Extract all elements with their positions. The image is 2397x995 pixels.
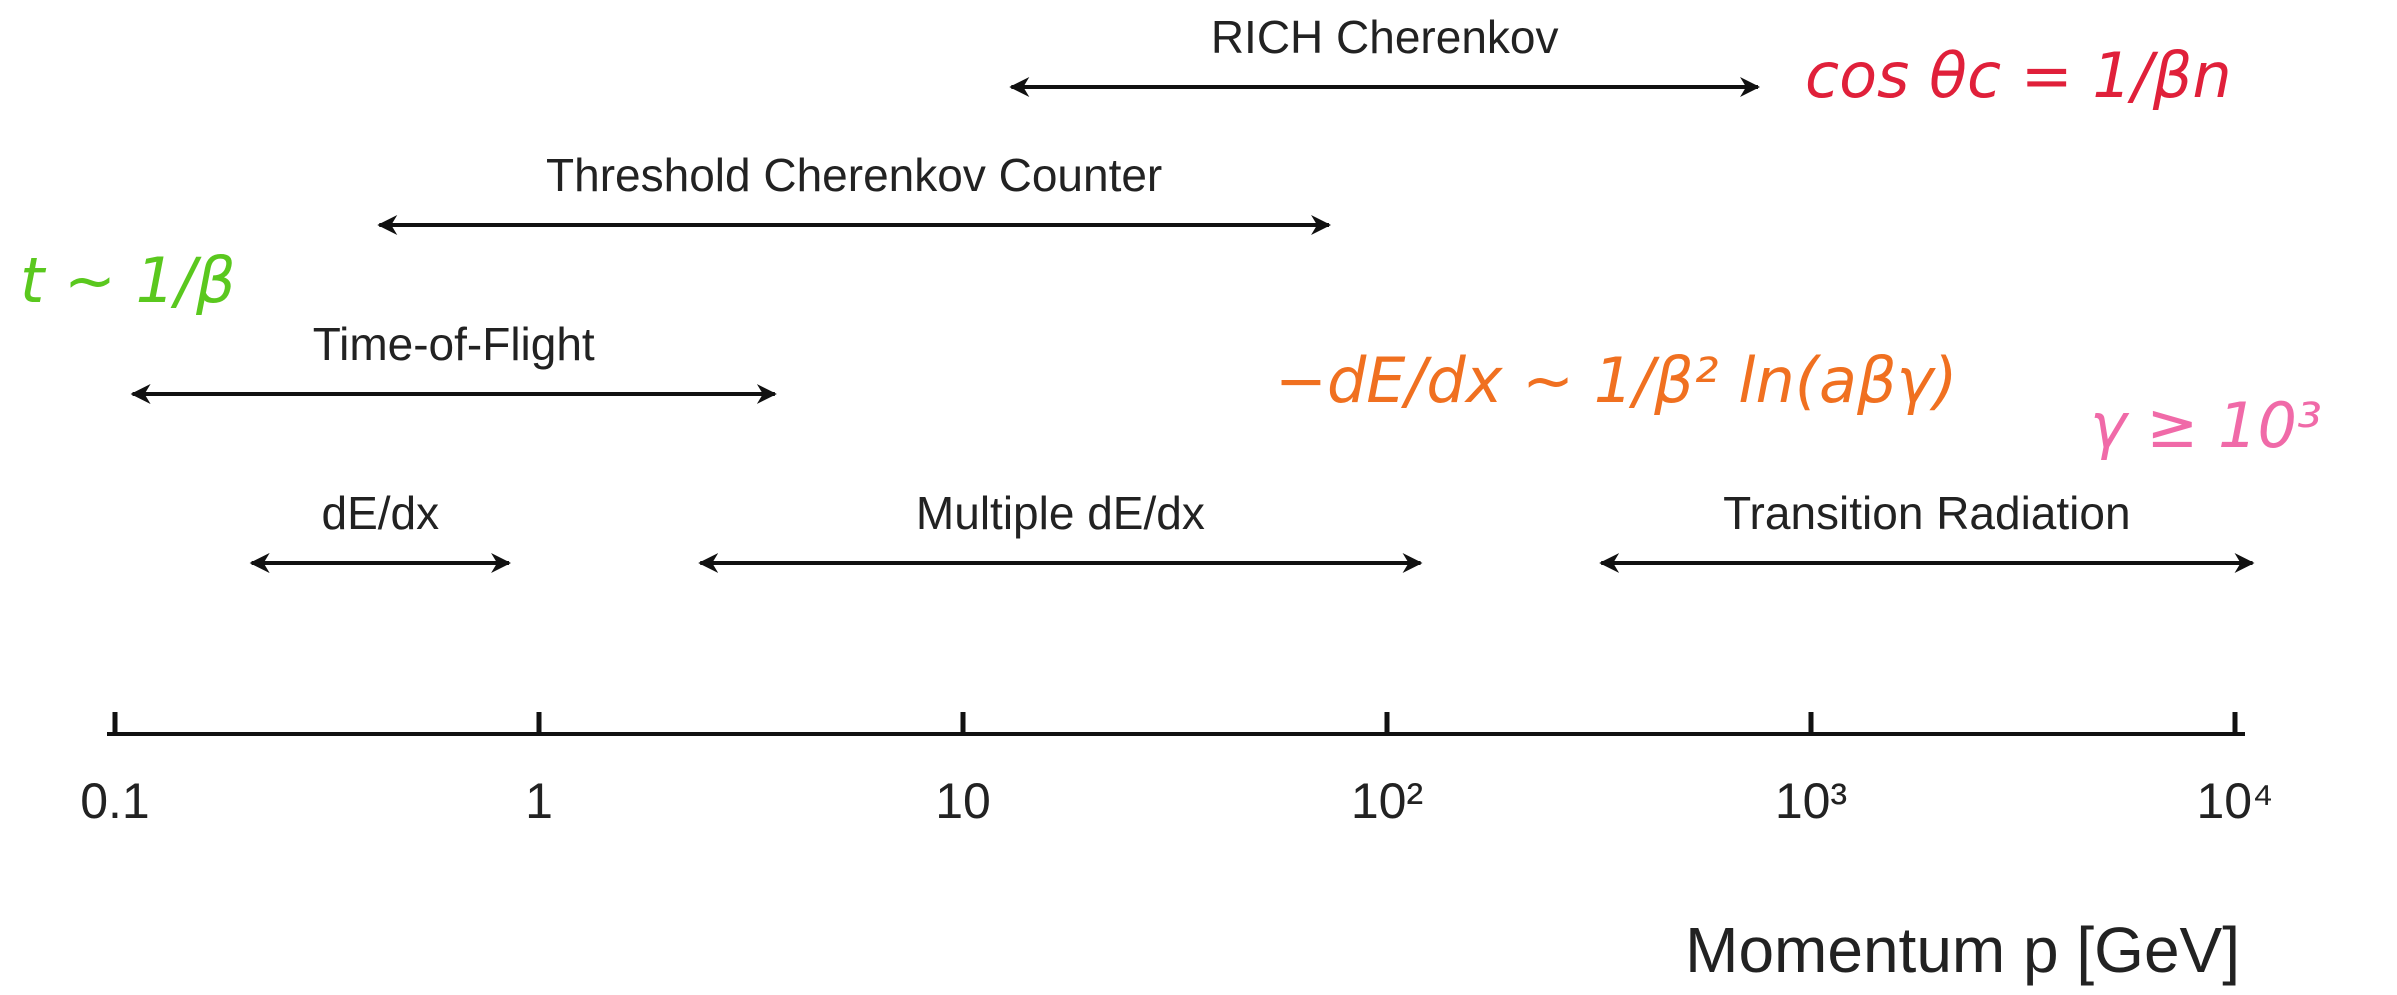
annotation: γ ≥ 10³ [2090, 389, 2322, 462]
x-tick-label: 10⁴ [2196, 773, 2273, 829]
range-label: Threshold Cherenkov Counter [546, 149, 1162, 201]
range-label: Time-of-Flight [313, 318, 595, 370]
x-tick-label: 1 [525, 773, 553, 829]
range-label: dE/dx [322, 487, 440, 539]
annotation: t ~ 1/β [20, 244, 236, 317]
x-tick-label: 10² [1351, 773, 1423, 829]
x-tick-label: 10 [935, 773, 991, 829]
x-tick-label: 0.1 [80, 773, 150, 829]
x-tick-label: 10³ [1775, 773, 1847, 829]
range-label: Transition Radiation [1723, 487, 2130, 539]
annotation: −dE/dx ~ 1/β² ln(aβγ) [1275, 344, 1957, 417]
x-axis-label: Momentum p [GeV] [1685, 914, 2240, 986]
range-label: RICH Cherenkov [1211, 11, 1559, 63]
range-label: Multiple dE/dx [916, 487, 1205, 539]
annotation: cos θc = 1/βn [1805, 39, 2232, 112]
